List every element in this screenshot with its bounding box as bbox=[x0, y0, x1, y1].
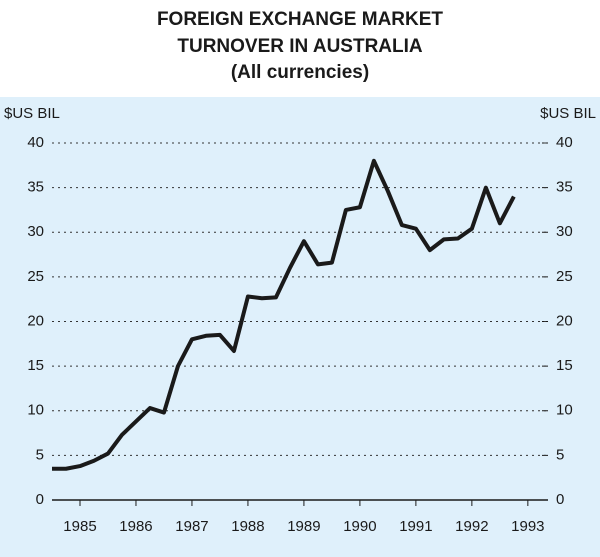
y-axis-label: $US BIL bbox=[4, 105, 60, 122]
y-tick-label: 25 bbox=[27, 268, 44, 285]
y2-tick-label: 10 bbox=[556, 402, 573, 419]
x-tick-label: 1986 bbox=[119, 518, 152, 535]
chart-title: TURNOVER IN AUSTRALIA bbox=[177, 36, 423, 57]
y2-tick-label: 5 bbox=[556, 446, 564, 463]
y2-tick-label: 40 bbox=[556, 134, 573, 151]
y2-tick-label: 35 bbox=[556, 179, 573, 196]
y2-tick-label: 30 bbox=[556, 223, 573, 240]
x-tick-label: 1985 bbox=[63, 518, 96, 535]
y2-axis-label: $US BIL bbox=[540, 105, 596, 122]
y2-tick-label: 15 bbox=[556, 357, 573, 374]
y-tick-label: 5 bbox=[36, 446, 44, 463]
y2-tick-label: 0 bbox=[556, 491, 564, 508]
chart-subtitle: (All currencies) bbox=[231, 62, 369, 83]
x-tick-label: 1990 bbox=[343, 518, 376, 535]
x-tick-label: 1989 bbox=[287, 518, 320, 535]
x-tick-label: 1987 bbox=[175, 518, 208, 535]
chart-title: FOREIGN EXCHANGE MARKET bbox=[157, 9, 443, 30]
x-tick-label: 1991 bbox=[399, 518, 432, 535]
y-tick-label: 20 bbox=[27, 312, 44, 329]
y-tick-label: 30 bbox=[27, 223, 44, 240]
y-tick-label: 10 bbox=[27, 402, 44, 419]
x-tick-label: 1988 bbox=[231, 518, 264, 535]
y-tick-label: 35 bbox=[27, 179, 44, 196]
line-series bbox=[52, 158, 516, 471]
y-tick-label: 40 bbox=[27, 134, 44, 151]
y-tick-label: 0 bbox=[36, 491, 44, 508]
y-tick-label: 15 bbox=[27, 357, 44, 374]
x-tick-label: 1993 bbox=[511, 518, 544, 535]
y2-tick-label: 25 bbox=[556, 268, 573, 285]
plot-background bbox=[0, 97, 600, 557]
y2-tick-label: 20 bbox=[556, 312, 573, 329]
x-tick-label: 1992 bbox=[455, 518, 488, 535]
